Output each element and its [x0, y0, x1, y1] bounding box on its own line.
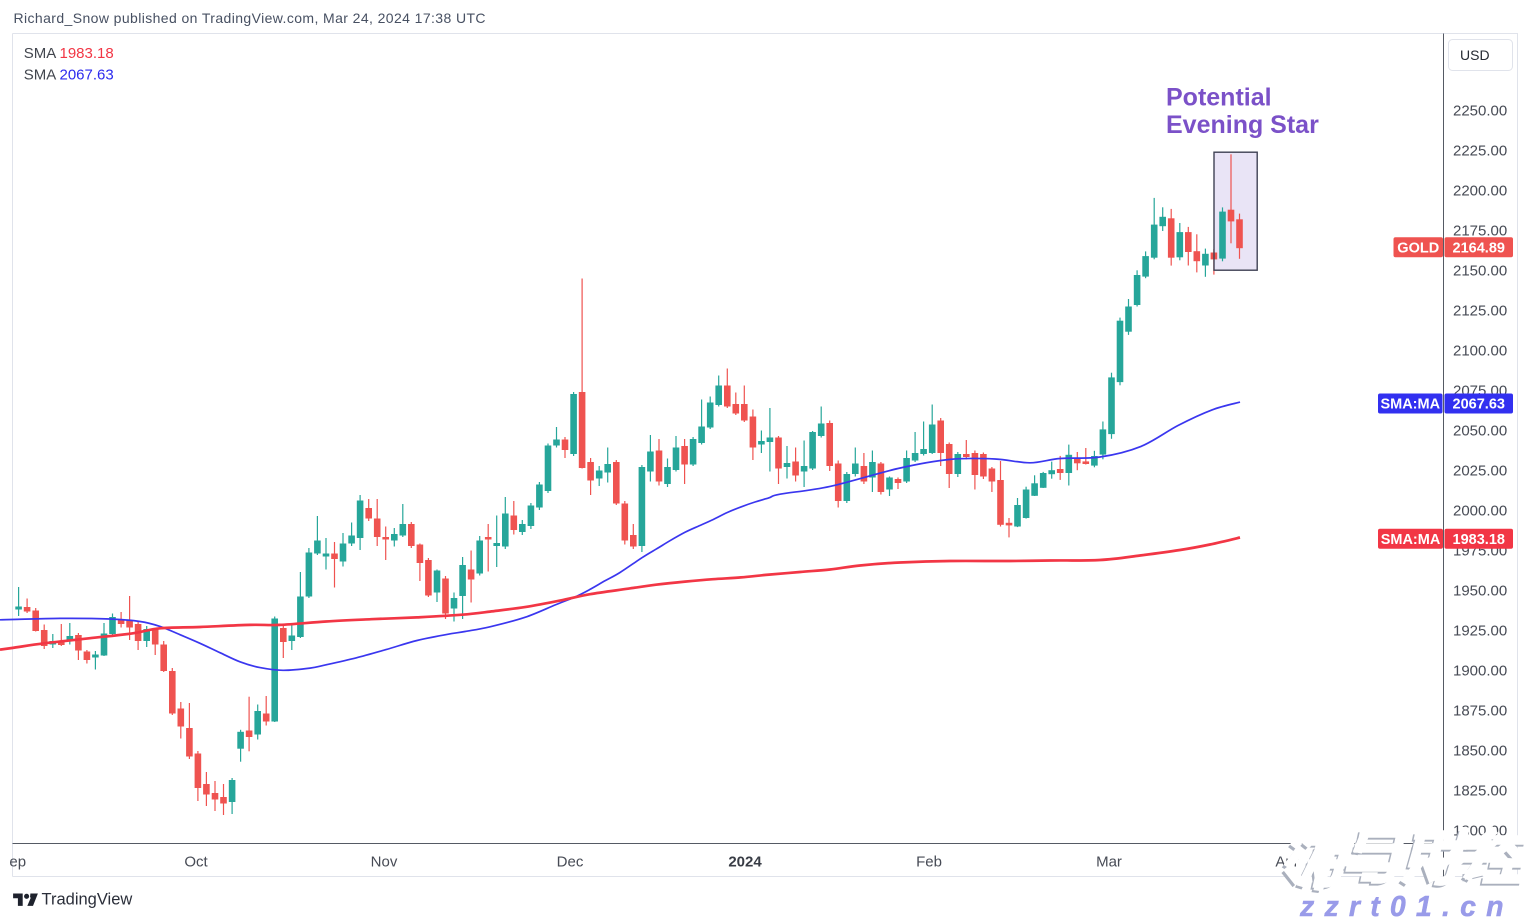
svg-text:Potential: Potential: [1166, 84, 1272, 112]
svg-text:2067.63: 2067.63: [1453, 397, 1505, 413]
svg-text:1900.00: 1900.00: [1453, 663, 1507, 680]
svg-text:2175.00: 2175.00: [1453, 223, 1507, 240]
svg-text:TradingView: TradingView: [42, 891, 133, 909]
svg-text:SMA: SMA: [24, 67, 57, 84]
svg-text:GOLD: GOLD: [1397, 241, 1439, 257]
svg-text:1925.00: 1925.00: [1453, 623, 1507, 640]
svg-text:2250.00: 2250.00: [1453, 103, 1507, 120]
svg-text:2150.00: 2150.00: [1453, 263, 1507, 280]
svg-text:2200.00: 2200.00: [1453, 183, 1507, 200]
svg-text:Mar: Mar: [1096, 854, 1122, 871]
svg-text:1850.00: 1850.00: [1453, 743, 1507, 760]
svg-text:Dec: Dec: [557, 854, 584, 871]
svg-text:2100.00: 2100.00: [1453, 343, 1507, 360]
svg-text:1825.00: 1825.00: [1453, 783, 1507, 800]
svg-text:2025.00: 2025.00: [1453, 463, 1507, 480]
svg-text:Oct: Oct: [184, 854, 208, 871]
svg-text:1983.18: 1983.18: [1453, 532, 1505, 548]
svg-text:ep: ep: [9, 854, 26, 871]
svg-text:2067.63: 2067.63: [60, 67, 114, 84]
svg-text:Evening Star: Evening Star: [1166, 111, 1319, 139]
svg-text:2000.00: 2000.00: [1453, 503, 1507, 520]
svg-text:1983.18: 1983.18: [60, 45, 114, 62]
svg-text:USD: USD: [1460, 47, 1490, 63]
svg-text:2125.00: 2125.00: [1453, 303, 1507, 320]
svg-text:Nov: Nov: [371, 854, 398, 871]
svg-text:1875.00: 1875.00: [1453, 703, 1507, 720]
svg-text:Feb: Feb: [916, 854, 942, 871]
svg-text:2050.00: 2050.00: [1453, 423, 1507, 440]
svg-text:SMA: SMA: [24, 45, 57, 62]
svg-text:2024: 2024: [728, 854, 762, 871]
svg-text:Richard_Snow published on Trad: Richard_Snow published on TradingView.co…: [14, 10, 486, 26]
svg-text:zzrt01.cn: zzrt01.cn: [1299, 891, 1514, 922]
svg-text:SMA:MA: SMA:MA: [1380, 397, 1440, 413]
svg-text:SMA:MA: SMA:MA: [1381, 532, 1441, 548]
svg-text:1950.00: 1950.00: [1453, 583, 1507, 600]
svg-text:2164.89: 2164.89: [1453, 241, 1505, 257]
svg-text:2225.00: 2225.00: [1453, 143, 1507, 160]
